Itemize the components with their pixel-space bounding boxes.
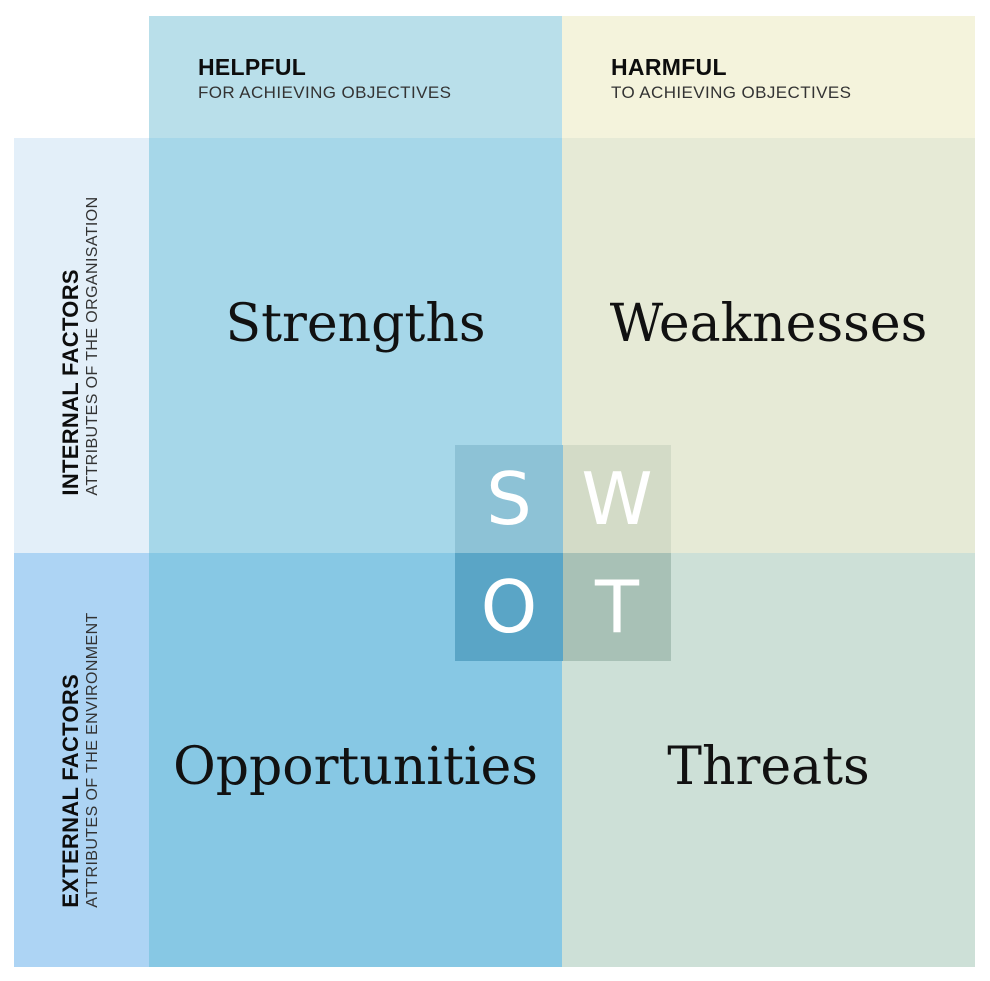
- strengths-quadrant: Strengths: [149, 138, 562, 553]
- opportunities-label: Opportunities: [173, 737, 538, 797]
- internal-factors-title: INTERNAL FACTORS: [58, 268, 83, 496]
- swot-tile-o: O: [455, 553, 563, 661]
- helpful-title: HELPFUL: [198, 54, 307, 80]
- weaknesses-label: Weaknesses: [609, 294, 928, 354]
- internal-factors-row-header: INTERNAL FACTORS ATTRIBUTES OF THE ORGAN…: [14, 138, 149, 553]
- strengths-label: Strengths: [225, 294, 486, 354]
- threats-label: Threats: [667, 737, 870, 797]
- external-factors-row-header: EXTERNAL FACTORS ATTRIBUTES OF THE ENVIR…: [14, 553, 149, 967]
- harmful-title: HARMFUL: [611, 54, 727, 80]
- swot-tile-s: S: [455, 445, 563, 553]
- harmful-subtitle: TO ACHIEVING OBJECTIVES: [611, 83, 852, 102]
- external-factors-subtitle: ATTRIBUTES OF THE ENVIRONMENT: [84, 612, 101, 908]
- opportunities-quadrant: Opportunities: [149, 553, 562, 967]
- swot-tile-w: W: [563, 445, 671, 553]
- helpful-column-header: HELPFUL FOR ACHIEVING OBJECTIVES: [149, 16, 562, 138]
- internal-factors-subtitle: ATTRIBUTES OF THE ORGANISATION: [84, 195, 101, 496]
- swot-tile-t: T: [563, 553, 671, 661]
- harmful-column-header: HARMFUL TO ACHIEVING OBJECTIVES: [562, 16, 975, 138]
- external-factors-title: EXTERNAL FACTORS: [58, 673, 83, 908]
- helpful-subtitle: FOR ACHIEVING OBJECTIVES: [198, 83, 452, 102]
